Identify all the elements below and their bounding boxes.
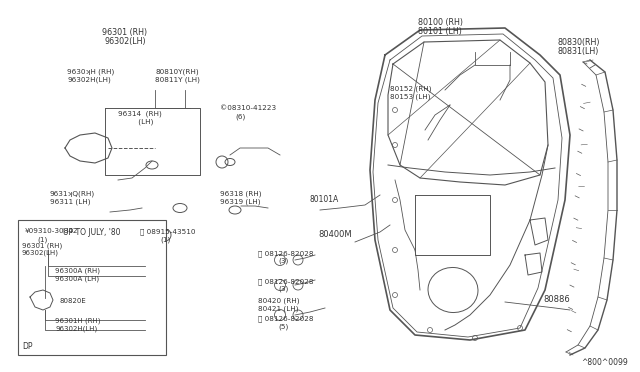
Text: Ⓑ 08126-82028: Ⓑ 08126-82028 [258, 250, 314, 257]
Text: 80820E: 80820E [60, 298, 87, 304]
Text: ¥09310-30842: ¥09310-30842 [25, 228, 79, 234]
Text: 80831(LH): 80831(LH) [558, 47, 600, 56]
Text: 96301 (RH): 96301 (RH) [102, 28, 148, 37]
Text: 96318 (RH): 96318 (RH) [220, 190, 262, 196]
Text: (LH): (LH) [118, 118, 154, 125]
Text: 9631ʞQ(RH): 9631ʞQ(RH) [50, 190, 95, 196]
Text: 80400M: 80400M [318, 230, 351, 239]
Text: ^800^0099: ^800^0099 [581, 358, 628, 367]
Text: 96302(LH): 96302(LH) [104, 37, 146, 46]
Text: 96302(LH): 96302(LH) [22, 250, 59, 257]
Text: (1): (1) [37, 236, 47, 243]
Text: 96302H(LH): 96302H(LH) [67, 76, 111, 83]
Text: 96314  (RH): 96314 (RH) [118, 110, 162, 116]
Text: 96301H (RH): 96301H (RH) [55, 318, 100, 324]
FancyBboxPatch shape [18, 220, 166, 355]
Text: 80153 (LH): 80153 (LH) [390, 93, 431, 99]
Text: 80100 (RH): 80100 (RH) [417, 18, 463, 27]
Text: (3): (3) [278, 258, 288, 264]
Text: Ⓟ 08915-43510: Ⓟ 08915-43510 [140, 228, 195, 235]
Text: DP: DP [22, 342, 33, 351]
Text: 80421 (LH): 80421 (LH) [258, 306, 298, 312]
Text: (5): (5) [278, 323, 288, 330]
Text: UP TO JULY, '80: UP TO JULY, '80 [63, 228, 121, 237]
Text: 96300A (LH): 96300A (LH) [55, 276, 99, 282]
Text: (6): (6) [235, 113, 245, 119]
Text: 80886: 80886 [543, 295, 570, 304]
Text: 80810Y(RH): 80810Y(RH) [155, 68, 198, 74]
Text: 96300A (RH): 96300A (RH) [55, 268, 100, 275]
Text: 80101 (LH): 80101 (LH) [418, 27, 462, 36]
Text: 80101A: 80101A [310, 195, 339, 204]
Text: 80420 (RH): 80420 (RH) [258, 298, 300, 305]
Text: 80811Y (LH): 80811Y (LH) [155, 76, 200, 83]
Text: 80830(RH): 80830(RH) [558, 38, 600, 47]
Text: 9630ʞH (RH): 9630ʞH (RH) [67, 68, 115, 74]
Text: Ⓑ 08126-82028: Ⓑ 08126-82028 [258, 278, 314, 285]
Text: 80152 (RH): 80152 (RH) [390, 85, 431, 92]
Text: (3): (3) [278, 286, 288, 292]
Text: 96311 (LH): 96311 (LH) [50, 198, 90, 205]
Text: ©08310-41223: ©08310-41223 [220, 105, 276, 111]
Text: 96319 (LH): 96319 (LH) [220, 198, 260, 205]
Text: 96301 (RH): 96301 (RH) [22, 242, 62, 248]
Text: 96302H(LH): 96302H(LH) [55, 326, 97, 333]
Text: Ⓑ 08126-82028: Ⓑ 08126-82028 [258, 315, 314, 322]
Text: (1): (1) [160, 236, 170, 243]
